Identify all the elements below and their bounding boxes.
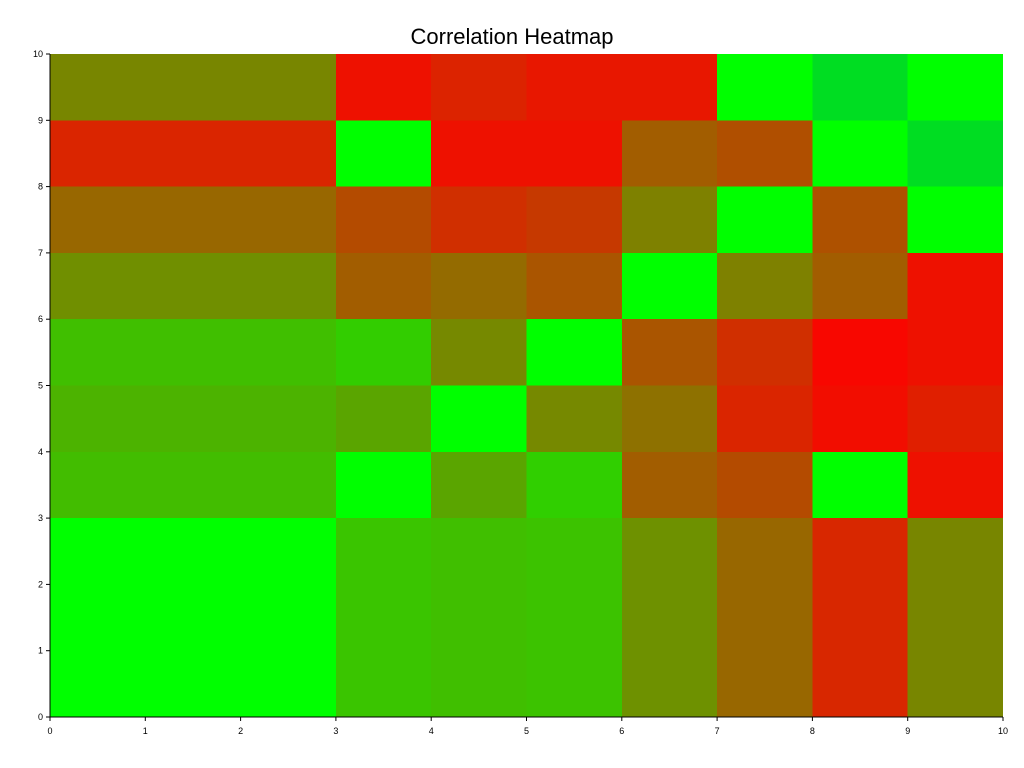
heatmap-cell xyxy=(526,451,622,519)
heatmap-cells xyxy=(50,54,1003,717)
heatmap-cell xyxy=(717,518,813,717)
heatmap-cell xyxy=(50,319,336,386)
heatmap-cell xyxy=(526,518,622,717)
x-tick-label: 2 xyxy=(238,726,243,736)
heatmap-cell xyxy=(812,319,908,386)
heatmap-cell xyxy=(621,319,718,386)
heatmap-cell xyxy=(717,186,813,253)
heatmap-cell xyxy=(717,319,813,386)
heatmap-cell xyxy=(50,451,336,519)
heatmap-cell xyxy=(50,54,336,121)
x-tick-label: 0 xyxy=(47,726,52,736)
heatmap-cell xyxy=(431,518,527,717)
heatmap-cell xyxy=(526,54,718,121)
heatmap-cell xyxy=(717,252,813,320)
x-tick-label: 4 xyxy=(429,726,434,736)
y-tick-label: 3 xyxy=(38,513,43,523)
heatmap-cell xyxy=(335,518,432,717)
y-tick-label: 1 xyxy=(38,646,43,656)
heatmap-cell xyxy=(431,319,527,386)
heatmap-cell xyxy=(621,385,718,452)
heatmap-cell xyxy=(812,385,908,452)
heatmap-cell xyxy=(812,54,908,121)
heatmap-cell xyxy=(812,186,908,253)
y-tick-label: 0 xyxy=(38,712,43,722)
heatmap-cell xyxy=(431,385,527,452)
y-tick-label: 5 xyxy=(38,381,43,391)
heatmap-cell xyxy=(526,186,622,253)
heatmap-cell xyxy=(335,252,432,320)
x-tick-label: 1 xyxy=(143,726,148,736)
heatmap-cell xyxy=(431,451,527,519)
heatmap-cell xyxy=(621,451,718,519)
y-ticks: 0 1 2 3 4 5 6 7 8 9 10 xyxy=(33,49,50,722)
heatmap-cell xyxy=(431,120,622,187)
heatmap-cell xyxy=(907,186,1003,253)
heatmap-cell xyxy=(50,120,336,187)
chart-title: Correlation Heatmap xyxy=(411,24,614,49)
x-ticks: 0 1 2 3 4 5 6 7 8 9 10 xyxy=(47,717,1008,736)
x-tick-label: 9 xyxy=(905,726,910,736)
heatmap-cell xyxy=(335,385,432,452)
y-tick-label: 10 xyxy=(33,49,43,59)
heatmap-cell xyxy=(812,518,908,717)
heatmap-cell xyxy=(335,54,432,121)
heatmap-cell xyxy=(907,252,1003,320)
heatmap-cell xyxy=(50,518,336,717)
heatmap-cell xyxy=(50,186,336,253)
x-tick-label: 5 xyxy=(524,726,529,736)
heatmap-cell xyxy=(717,451,813,519)
y-tick-label: 8 xyxy=(38,182,43,192)
heatmap-cell xyxy=(335,451,432,519)
heatmap-cell xyxy=(526,319,622,386)
heatmap-cell xyxy=(717,385,813,452)
heatmap-cell xyxy=(717,120,813,187)
heatmap-cell xyxy=(907,518,1003,717)
x-tick-label: 7 xyxy=(715,726,720,736)
heatmap-cell xyxy=(431,252,527,320)
heatmap-cell xyxy=(907,54,1003,121)
x-tick-label: 8 xyxy=(810,726,815,736)
y-tick-label: 2 xyxy=(38,579,43,589)
heatmap-cell xyxy=(526,385,622,452)
y-tick-label: 4 xyxy=(38,447,43,457)
heatmap-cell xyxy=(50,385,336,452)
heatmap-cell xyxy=(907,385,1003,452)
heatmap-cell xyxy=(812,120,908,187)
x-tick-label: 6 xyxy=(619,726,624,736)
x-tick-label: 10 xyxy=(998,726,1008,736)
heatmap-cell xyxy=(907,120,1003,187)
heatmap-cell xyxy=(50,252,336,320)
y-tick-label: 6 xyxy=(38,314,43,324)
heatmap-cell xyxy=(621,252,718,320)
heatmap-cell xyxy=(335,319,432,386)
heatmap-cell xyxy=(907,319,1003,386)
heatmap-cell xyxy=(812,451,908,519)
heatmap-cell xyxy=(907,451,1003,519)
heatmap-cell xyxy=(621,186,718,253)
y-tick-label: 9 xyxy=(38,115,43,125)
x-tick-label: 3 xyxy=(333,726,338,736)
heatmap-cell xyxy=(812,252,908,320)
heatmap-cell xyxy=(335,186,432,253)
heatmap-cell xyxy=(717,54,813,121)
y-tick-label: 7 xyxy=(38,248,43,258)
heatmap-cell xyxy=(526,252,622,320)
heatmap-cell xyxy=(621,518,718,717)
heatmap-cell xyxy=(335,120,432,187)
heatmap-cell xyxy=(621,120,718,187)
heatmap-cell xyxy=(431,54,527,121)
heatmap-cell xyxy=(431,186,527,253)
